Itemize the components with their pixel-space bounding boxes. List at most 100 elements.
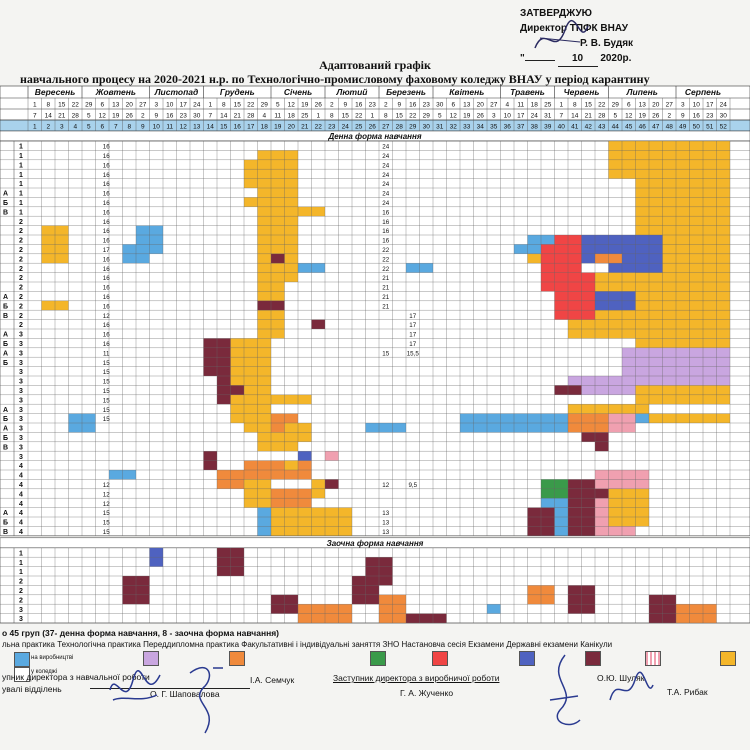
month-label: Липень — [626, 87, 658, 97]
week-number: 51 — [706, 124, 714, 131]
weeks-count-autumn: 11 — [103, 350, 110, 357]
week-end-day: 25 — [301, 113, 309, 120]
weeks-count-spring: 24 — [382, 200, 389, 207]
week-end-day: 5 — [438, 113, 442, 120]
section-full-label: Денна форма навчання — [327, 132, 421, 141]
weeks-count-extra: 17 — [409, 341, 416, 348]
weeks-count-autumn: 15 — [103, 510, 110, 517]
week-number: 52 — [720, 124, 728, 131]
week-end-day: 19 — [463, 113, 471, 120]
signatory-shapovalova: О. Г. Шаповалова — [90, 688, 250, 699]
week-start-day: 8 — [573, 102, 577, 109]
week-start-day: 5 — [276, 102, 280, 109]
weeks-count-extra: 17 — [409, 313, 416, 320]
week-start-day: 6 — [451, 102, 455, 109]
group-letter: B — [3, 529, 8, 536]
week-start-day: 13 — [639, 102, 647, 109]
weeks-count-spring: 22 — [382, 266, 389, 273]
weeks-count-spring: 21 — [382, 303, 389, 310]
signature-scribble-3 — [549, 654, 581, 726]
week-end-day: 14 — [45, 113, 53, 120]
week-number: 20 — [288, 124, 296, 131]
week-number: 18 — [261, 124, 269, 131]
course-number: 3 — [19, 388, 23, 395]
weeks-count-autumn: 12 — [103, 501, 110, 508]
week-end-day: 7 — [33, 113, 37, 120]
week-number: 37 — [517, 124, 525, 131]
course-number: 1 — [19, 172, 23, 179]
week-start-day: 10 — [166, 102, 174, 109]
weeks-count-extra: 17 — [409, 332, 416, 339]
week-end-day: 19 — [112, 113, 120, 120]
course-number: 2 — [19, 238, 23, 245]
week-start-day: 27 — [666, 102, 674, 109]
week-number: 42 — [585, 124, 593, 131]
month-label: Червень — [564, 87, 600, 97]
group-letter: A — [3, 407, 8, 414]
course-number: 4 — [19, 491, 23, 498]
weeks-count-autumn: 16 — [103, 181, 110, 188]
week-number: 31 — [436, 124, 444, 131]
schedule-cell-block — [311, 319, 325, 329]
week-start-day: 17 — [706, 102, 714, 109]
part-time-course: 3 — [19, 607, 23, 614]
weeks-count-spring: 13 — [382, 529, 389, 536]
week-number: 25 — [355, 124, 363, 131]
schedule-cell-block — [257, 507, 271, 536]
signature-scribble-1 — [109, 670, 161, 701]
week-end-day: 9 — [154, 113, 158, 120]
part-time-course: 2 — [19, 579, 23, 586]
week-start-day: 1 — [208, 102, 212, 109]
weeks-count-spring: 13 — [382, 520, 389, 527]
weeks-count-autumn: 16 — [103, 332, 110, 339]
course-number: 2 — [19, 228, 23, 235]
week-end-day: 7 — [559, 113, 563, 120]
week-number: 49 — [679, 124, 687, 131]
course-number: 3 — [19, 360, 23, 367]
weeks-count-spring: 16 — [382, 209, 389, 216]
course-number: 2 — [19, 247, 23, 254]
month-label: Березень — [386, 87, 426, 97]
course-number: 3 — [19, 379, 23, 386]
weeks-count-autumn: 16 — [103, 209, 110, 216]
week-number: 35 — [490, 124, 498, 131]
signatory-rybak: Т.А. Рибак — [667, 687, 708, 697]
week-end-day: 5 — [87, 113, 91, 120]
schedule-cell-block — [244, 197, 258, 207]
part-time-course: 2 — [19, 597, 23, 604]
month-label: Вересень — [35, 87, 76, 97]
week-end-day: 28 — [72, 113, 80, 120]
weeks-count-spring: 24 — [382, 191, 389, 198]
course-number: 1 — [19, 209, 23, 216]
week-end-day: 1 — [316, 113, 320, 120]
schedule-cell-block — [244, 159, 258, 188]
week-end-day: 17 — [517, 113, 525, 120]
course-number: 4 — [19, 510, 23, 517]
weeks-count-autumn: 15 — [103, 416, 110, 423]
part-time-course: 2 — [19, 588, 23, 595]
week-end-day: 28 — [598, 113, 606, 120]
week-start-day: 6 — [100, 102, 104, 109]
week-number: 28 — [396, 124, 404, 131]
weeks-count-autumn: 15 — [103, 388, 110, 395]
week-end-day: 26 — [652, 113, 660, 120]
week-start-day: 27 — [139, 102, 147, 109]
course-number: 2 — [19, 256, 23, 263]
weeks-count-autumn: 17 — [103, 247, 110, 254]
week-start-day: 20 — [477, 102, 485, 109]
approval-block: ЗАТВЕРДЖУЮ Директор ТПФК ВНАУ Р. В. Будя… — [520, 6, 633, 67]
week-end-day: 16 — [693, 113, 701, 120]
weeks-count-spring: 16 — [382, 238, 389, 245]
deputy-production-title: Заступник директора з виробничої роботи — [333, 673, 500, 683]
weeks-count-spring: 21 — [382, 294, 389, 301]
week-number: 22 — [315, 124, 323, 131]
legend-swatch-darkblue — [519, 651, 535, 666]
week-start-day: 17 — [180, 102, 188, 109]
week-start-day: 3 — [154, 102, 158, 109]
week-number: 11 — [166, 124, 173, 131]
week-end-day: 14 — [220, 113, 228, 120]
weeks-count-autumn: 15 — [103, 407, 110, 414]
week-start-day: 11 — [517, 102, 524, 109]
week-start-day: 10 — [693, 102, 701, 109]
signature-scribble-4 — [609, 671, 654, 701]
